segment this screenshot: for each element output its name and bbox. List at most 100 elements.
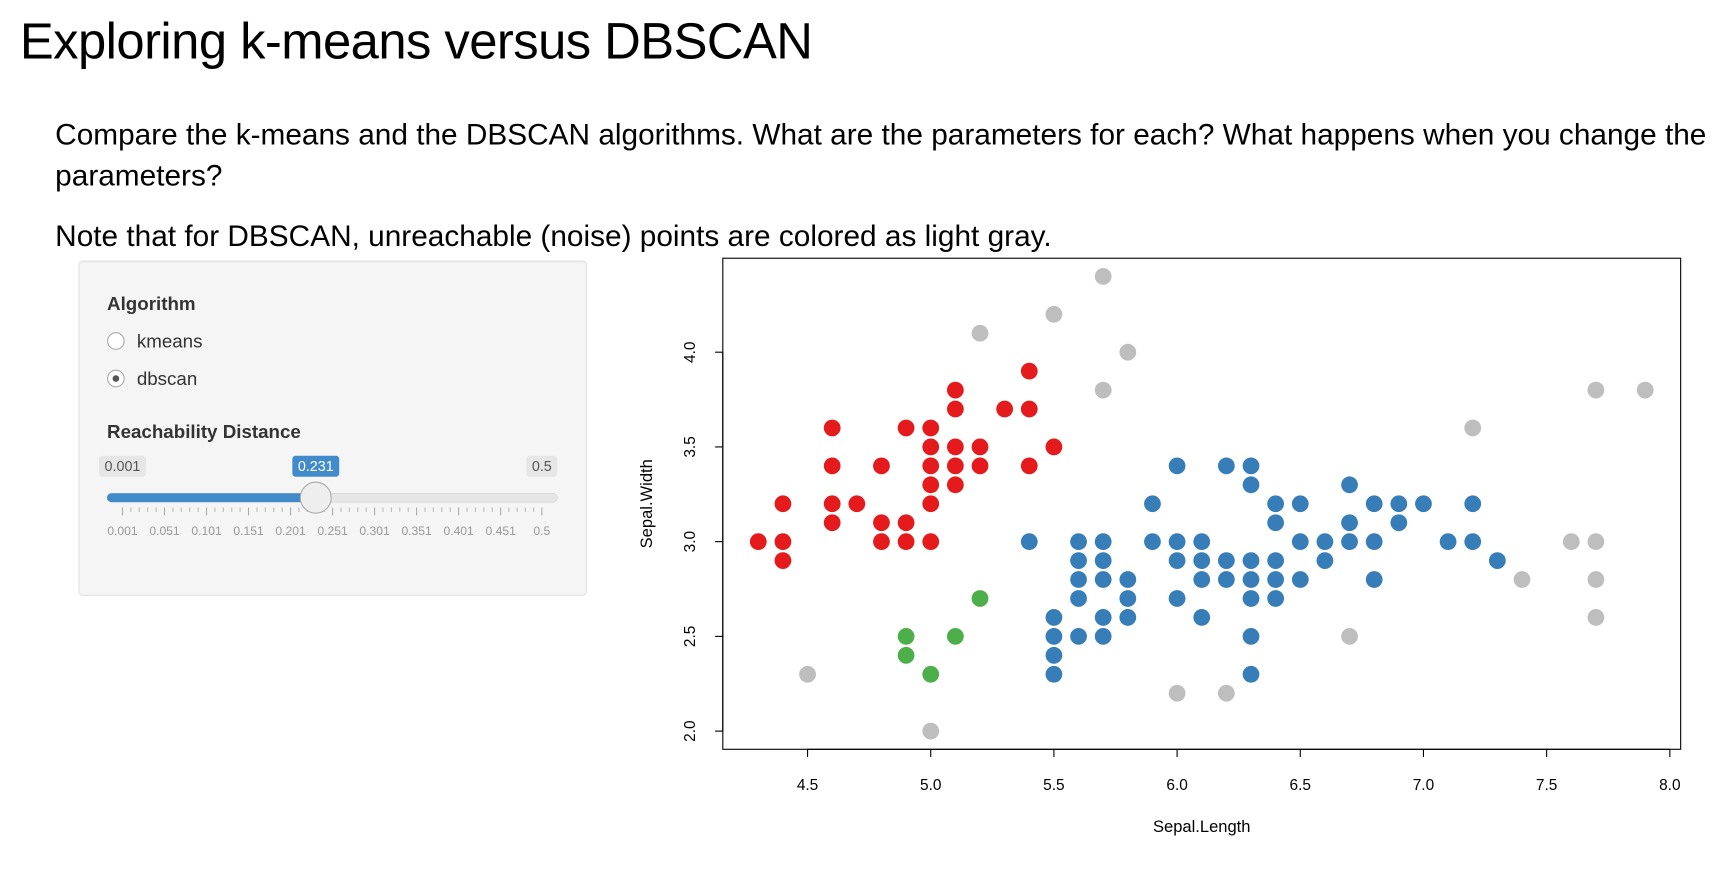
x-tick-label: 7.5 (1536, 777, 1557, 794)
point (1217, 571, 1235, 588)
point (823, 495, 841, 513)
point (1020, 400, 1038, 418)
point (1119, 590, 1137, 607)
point (1636, 381, 1654, 399)
point (774, 495, 792, 513)
slider-tick-label: 0.101 (191, 524, 222, 538)
radio-dot (112, 375, 120, 382)
point (1562, 533, 1580, 551)
point (1587, 533, 1605, 551)
point (1341, 533, 1358, 551)
point (1365, 571, 1383, 588)
slider-max-label-box (526, 455, 558, 477)
point (1070, 627, 1087, 645)
radio-label[interactable]: kmeans (137, 331, 203, 352)
y-tick-label: 2.0 (682, 720, 699, 741)
slider-tick-label: 0.301 (359, 524, 390, 538)
point (1464, 533, 1482, 551)
point (1020, 533, 1038, 551)
point (1045, 646, 1063, 664)
point (971, 438, 989, 456)
point (1168, 590, 1186, 607)
point (823, 457, 841, 475)
slider-tick-label: 0.5 (533, 524, 550, 538)
point (1390, 514, 1408, 532)
slider-tick-label: 0.051 (149, 524, 180, 538)
point (1119, 609, 1137, 626)
point (1390, 495, 1408, 513)
point (1094, 533, 1112, 551)
slider-bar (107, 493, 316, 503)
point (1144, 533, 1161, 551)
input-label: Reachability Distance (107, 421, 301, 442)
point (971, 324, 989, 342)
point (922, 457, 940, 475)
point (1464, 495, 1482, 513)
point (1045, 609, 1063, 626)
point (1045, 665, 1063, 683)
paragraph: Compare the k-means and the DBSCAN algor… (55, 118, 1707, 193)
point (1587, 571, 1605, 588)
point (1316, 533, 1334, 551)
point (1193, 571, 1211, 588)
slider-tick-label: 0.001 (107, 524, 138, 538)
point (1316, 552, 1334, 569)
point (1242, 590, 1260, 607)
point (946, 400, 964, 418)
point (1094, 552, 1112, 569)
page-title: Exploring k-means versus DBSCAN (19, 12, 813, 70)
point (971, 590, 989, 607)
point (774, 552, 792, 569)
point (1242, 476, 1260, 494)
point (1341, 476, 1358, 494)
point (1488, 552, 1506, 569)
point (1168, 457, 1186, 475)
point (1094, 268, 1112, 285)
x-tick-label: 7.0 (1413, 777, 1434, 794)
point (1587, 381, 1605, 399)
point (873, 457, 890, 475)
slider-tick-label: 0.151 (233, 524, 264, 538)
point (1168, 552, 1186, 569)
point (1020, 362, 1038, 380)
plot-box (722, 257, 1682, 750)
point (1291, 533, 1309, 551)
point (1045, 627, 1063, 645)
x-tick-label: 6.5 (1290, 777, 1311, 794)
point (873, 514, 890, 532)
y-axis-label: Sepal.Width (637, 459, 656, 548)
radio-button[interactable] (107, 332, 125, 350)
point (1094, 627, 1112, 645)
point (1070, 552, 1087, 569)
point (848, 495, 866, 513)
paragraph: Note that for DBSCAN, unreachable (noise… (55, 219, 1052, 253)
point (823, 419, 841, 437)
point (1242, 457, 1260, 475)
slider-handle[interactable] (299, 481, 332, 514)
point (946, 457, 964, 475)
point (1217, 552, 1235, 569)
radio-label[interactable]: dbscan (137, 368, 197, 389)
point (1267, 571, 1285, 588)
y-tick-label: 4.0 (682, 341, 699, 362)
point (1242, 571, 1260, 588)
point (1267, 590, 1285, 607)
point (922, 419, 940, 437)
slider-max-label: 0.5 (532, 459, 552, 475)
point (946, 476, 964, 494)
point (922, 722, 940, 740)
point (1193, 533, 1211, 551)
point (1341, 627, 1358, 645)
x-tick-label: 5.0 (920, 777, 941, 794)
slider-value-label-box (292, 455, 340, 477)
point (1094, 571, 1112, 588)
point (922, 495, 940, 513)
point (1464, 419, 1482, 437)
point (946, 627, 964, 645)
slider-tick-label: 0.351 (401, 524, 432, 538)
x-tick-label: 6.0 (1166, 777, 1187, 794)
point (897, 514, 915, 532)
slider-value-label: 0.231 (298, 459, 334, 475)
